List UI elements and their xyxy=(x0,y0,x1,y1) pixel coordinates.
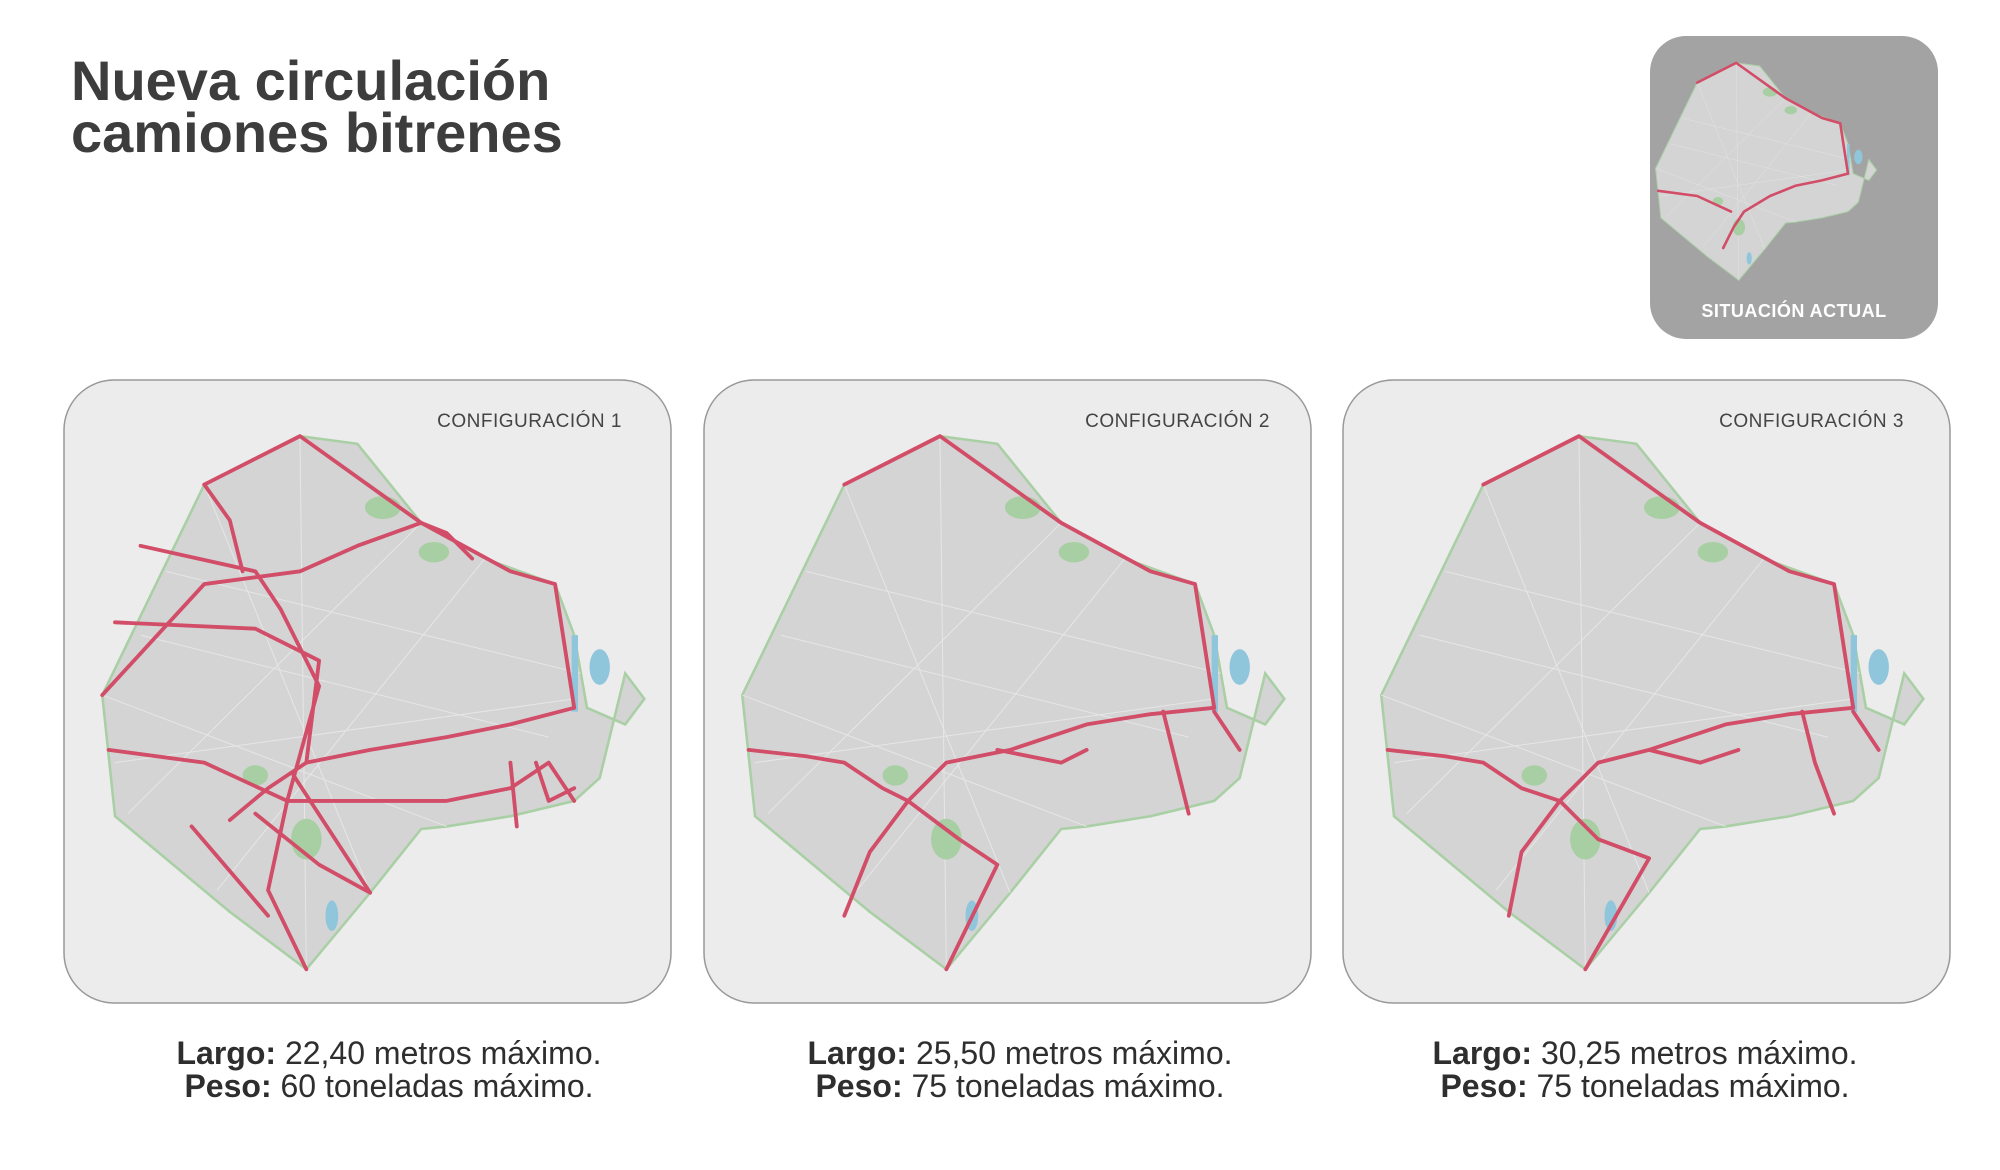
caption: Peso: 75 toneladas máximo. xyxy=(815,1068,1224,1104)
caption: Largo: 30,25 metros máximo. xyxy=(1433,1035,1858,1071)
caption-value: 25,50 metros máximo. xyxy=(916,1035,1233,1071)
map xyxy=(1379,434,1925,972)
caption-value: 22,40 metros máximo. xyxy=(285,1035,602,1071)
caption-label: Peso: xyxy=(1440,1068,1527,1104)
caption-value: 75 toneladas máximo. xyxy=(1536,1068,1849,1104)
caption-label: Largo: xyxy=(1433,1035,1533,1071)
configuration-label: CONFIGURACIÓN 1 xyxy=(437,410,622,432)
caption-value: 60 toneladas máximo. xyxy=(280,1068,593,1104)
caption-label: Peso: xyxy=(184,1068,271,1104)
caption: Peso: 60 toneladas máximo. xyxy=(184,1068,593,1104)
caption-label: Largo: xyxy=(177,1035,277,1071)
map xyxy=(740,434,1286,972)
title: Nueva circulación xyxy=(71,49,550,112)
map xyxy=(100,434,646,972)
caption: Largo: 25,50 metros máximo. xyxy=(808,1035,1233,1071)
caption-value: 30,25 metros máximo. xyxy=(1541,1035,1858,1071)
configuration-label: CONFIGURACIÓN 2 xyxy=(1085,410,1270,432)
caption-value: 75 toneladas máximo. xyxy=(911,1068,1224,1104)
thumbnail-label: SITUACIÓN ACTUAL xyxy=(1701,300,1886,321)
caption: Peso: 75 toneladas máximo. xyxy=(1440,1068,1849,1104)
caption-label: Largo: xyxy=(808,1035,908,1071)
thumbnail-map xyxy=(1655,61,1878,281)
title: camiones bitrenes xyxy=(71,101,563,164)
configuration-label: CONFIGURACIÓN 3 xyxy=(1719,410,1904,432)
caption-label: Peso: xyxy=(815,1068,902,1104)
caption: Largo: 22,40 metros máximo. xyxy=(177,1035,602,1071)
